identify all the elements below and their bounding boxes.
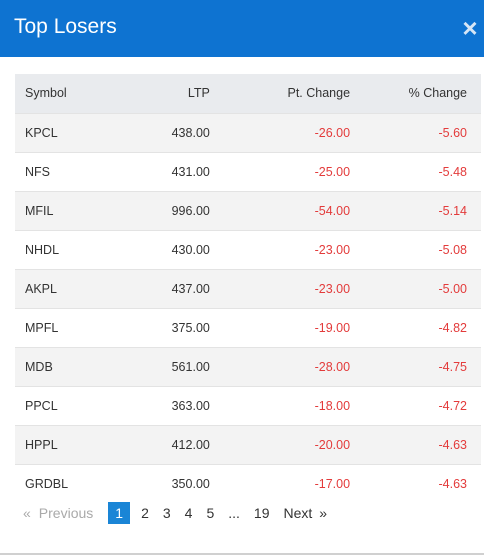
next-button[interactable]: Next	[283, 505, 313, 521]
close-icon[interactable]: ×	[462, 13, 478, 43]
ltp-cell: 561.00	[171, 359, 210, 374]
prev-arrow-icon: «	[23, 505, 31, 521]
ltp-cell: 412.00	[171, 437, 210, 452]
symbol-cell[interactable]: AKPL	[25, 281, 57, 296]
ltp-cell: 375.00	[171, 320, 210, 335]
page-5-button[interactable]: 5	[206, 505, 215, 521]
table-row[interactable]: PPCL 363.00 -18.00 -4.72	[15, 386, 481, 425]
symbol-cell[interactable]: PPCL	[25, 398, 58, 413]
page-3-button[interactable]: 3	[162, 505, 171, 521]
symbol-cell[interactable]: HPPL	[25, 437, 58, 452]
pct-change-cell: -5.48	[438, 164, 468, 179]
modal-title: Top Losers	[14, 15, 117, 38]
ltp-cell: 430.00	[171, 242, 210, 257]
header-pct-change[interactable]: % Change	[408, 86, 467, 101]
symbol-cell[interactable]: NHDL	[25, 242, 60, 257]
symbol-cell[interactable]: MPFL	[25, 320, 59, 335]
pt-change-cell: -54.00	[314, 203, 351, 218]
pt-change-cell: -18.00	[314, 398, 351, 413]
table-row[interactable]: MDB 561.00 -28.00 -4.75	[15, 347, 481, 386]
pt-change-cell: -19.00	[314, 320, 351, 335]
pt-change-cell: -26.00	[314, 125, 351, 140]
losers-table: Symbol LTP Pt. Change % Change KPCL 438.0…	[15, 74, 481, 503]
pct-change-cell: -5.00	[438, 281, 468, 296]
pt-change-cell: -23.00	[314, 281, 351, 296]
modal-bottom-border	[0, 553, 484, 555]
table-row[interactable]: NHDL 430.00 -23.00 -5.08	[15, 230, 481, 269]
symbol-cell[interactable]: MDB	[25, 359, 53, 374]
pct-change-cell: -5.14	[438, 203, 468, 218]
header-symbol[interactable]: Symbol	[25, 86, 67, 101]
ltp-cell: 996.00	[171, 203, 210, 218]
pt-change-cell: -17.00	[314, 476, 351, 491]
pct-change-cell: -4.72	[438, 398, 468, 413]
ltp-cell: 363.00	[171, 398, 210, 413]
ltp-cell: 437.00	[171, 281, 210, 296]
ltp-cell: 350.00	[171, 476, 210, 491]
pagination: « Previous 1 2 3 4 5 ... 19 Next »	[15, 502, 334, 524]
pct-change-cell: -4.82	[438, 320, 468, 335]
pagination-ellipsis: ...	[228, 505, 240, 521]
page-1-button[interactable]: 1	[108, 502, 131, 524]
symbol-cell[interactable]: KPCL	[25, 125, 58, 140]
symbol-cell[interactable]: NFS	[25, 164, 50, 179]
modal-header: Top Losers ×	[0, 0, 484, 57]
page-19-button[interactable]: 19	[253, 505, 270, 521]
table-row[interactable]: MPFL 375.00 -19.00 -4.82	[15, 308, 481, 347]
pt-change-cell: -20.00	[314, 437, 351, 452]
symbol-cell[interactable]: GRDBL	[25, 476, 69, 491]
ltp-cell: 438.00	[171, 125, 210, 140]
ltp-cell: 431.00	[171, 164, 210, 179]
pt-change-cell: -25.00	[314, 164, 351, 179]
previous-button[interactable]: Previous	[38, 505, 94, 521]
pt-change-cell: -28.00	[314, 359, 351, 374]
table-header-row: Symbol LTP Pt. Change % Change	[15, 74, 481, 113]
header-ltp[interactable]: LTP	[187, 86, 210, 101]
pt-change-cell: -23.00	[314, 242, 351, 257]
header-pt-change[interactable]: Pt. Change	[287, 86, 351, 101]
table-row[interactable]: GRDBL 350.00 -17.00 -4.63	[15, 464, 481, 503]
losers-table-container: Symbol LTP Pt. Change % Change KPCL 438.0…	[15, 74, 481, 503]
table-row[interactable]: KPCL 438.00 -26.00 -5.60	[15, 113, 481, 152]
table-row[interactable]: AKPL 437.00 -23.00 -5.00	[15, 269, 481, 308]
pct-change-cell: -4.63	[438, 476, 468, 491]
table-row[interactable]: MFIL 996.00 -54.00 -5.14	[15, 191, 481, 230]
pct-change-cell: -4.75	[438, 359, 468, 374]
symbol-cell[interactable]: MFIL	[25, 203, 54, 218]
page-2-button[interactable]: 2	[141, 505, 149, 521]
table-row[interactable]: HPPL 412.00 -20.00 -4.63	[15, 425, 481, 464]
pct-change-cell: -5.08	[438, 242, 468, 257]
pct-change-cell: -4.63	[438, 437, 468, 452]
page-4-button[interactable]: 4	[184, 505, 193, 521]
table-row[interactable]: NFS 431.00 -25.00 -5.48	[15, 152, 481, 191]
pct-change-cell: -5.60	[438, 125, 468, 140]
next-arrow-icon: »	[319, 505, 328, 521]
